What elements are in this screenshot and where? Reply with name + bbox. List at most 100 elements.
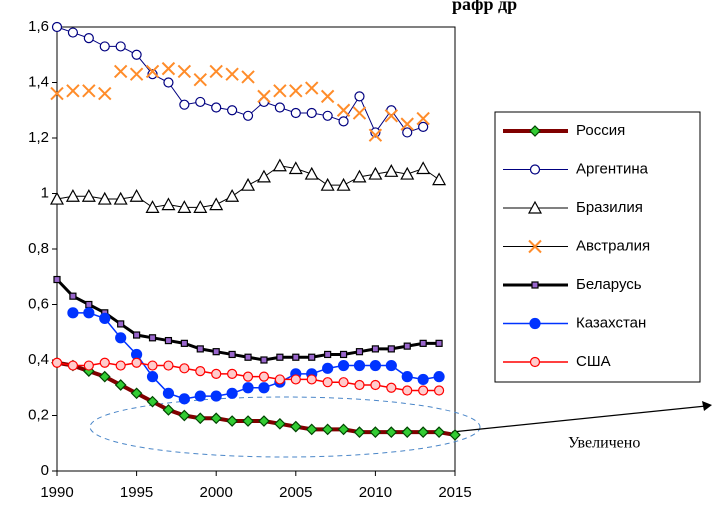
legend-marker [531,281,539,289]
marker [209,64,223,79]
marker [435,339,443,347]
marker [368,166,383,180]
marker [369,426,382,438]
marker [401,371,413,383]
marker [226,415,238,427]
marker [353,426,366,438]
marker [50,86,64,101]
marker [226,387,238,399]
marker [272,158,287,172]
marker [402,127,413,138]
marker [384,109,399,123]
marker [336,103,351,117]
marker [433,426,445,438]
annotation: Увеличено [568,435,640,452]
plot-frame [56,26,456,472]
marker [289,84,303,98]
marker [371,345,379,353]
marker [256,169,271,183]
marker [163,77,174,88]
marker [194,390,206,402]
legend-label: Беларусь [576,276,642,293]
x-tick-label: 1990 [40,484,73,501]
y-tick-label: 0,4 [28,351,49,368]
zoom-arrow [451,405,707,433]
legend-marker [527,200,543,214]
x-tick-label: 2000 [200,484,233,501]
marker [336,177,351,191]
marker [308,353,316,361]
x-tick-label: 2005 [279,484,312,501]
marker [305,423,318,436]
marker [355,348,364,356]
marker [306,107,317,119]
x-tick-label: 1995 [120,484,153,501]
marker [324,350,332,359]
marker [67,360,79,371]
marker [193,200,208,213]
marker [321,423,334,436]
y-tick-label: 1,2 [28,129,49,146]
marker [211,368,222,379]
marker [225,189,240,202]
marker [147,69,158,80]
marker [433,371,445,383]
marker [400,117,414,131]
marker [274,374,285,385]
marker [83,360,94,371]
marker [387,345,395,353]
x-tick-label: 2010 [359,484,392,501]
marker [225,67,239,81]
marker [162,404,175,416]
marker [67,27,79,38]
y-tick-label: 1,6 [28,18,49,35]
marker [133,331,141,339]
marker [82,84,96,98]
marker [113,191,128,205]
legend-marker [528,239,542,254]
marker [210,412,223,425]
marker [305,81,319,95]
marker [242,382,254,394]
series-line [56,360,456,437]
marker [433,385,445,396]
marker [290,107,301,119]
y-tick-label: 0,2 [28,406,49,423]
marker [417,426,430,438]
legend-label: Аргентина [576,160,649,177]
marker [81,189,96,202]
marker [83,32,94,44]
marker [258,415,270,427]
marker [129,67,144,81]
marker [257,89,271,104]
y-tick-label: 0 [41,462,49,479]
marker [163,360,174,371]
y-tick-label: 1 [41,184,49,201]
marker [115,41,126,52]
marker [241,70,255,84]
marker [418,385,429,396]
marker [162,387,175,399]
marker [241,177,256,191]
marker [131,357,142,368]
marker [337,423,350,436]
marker [179,363,190,374]
marker [432,172,447,186]
marker [145,200,160,213]
marker [274,102,285,113]
marker [211,102,222,113]
marker [146,395,159,408]
marker [83,307,95,319]
marker [209,197,224,211]
legend-label: Бразилия [576,199,643,216]
marker [337,359,350,372]
marker [115,360,126,371]
marker [338,377,349,388]
marker [161,61,176,76]
marker [322,377,333,388]
marker [177,64,192,79]
marker [195,96,206,108]
marker [418,121,429,133]
marker [403,342,411,350]
chart-title: рафр др [452,0,517,14]
